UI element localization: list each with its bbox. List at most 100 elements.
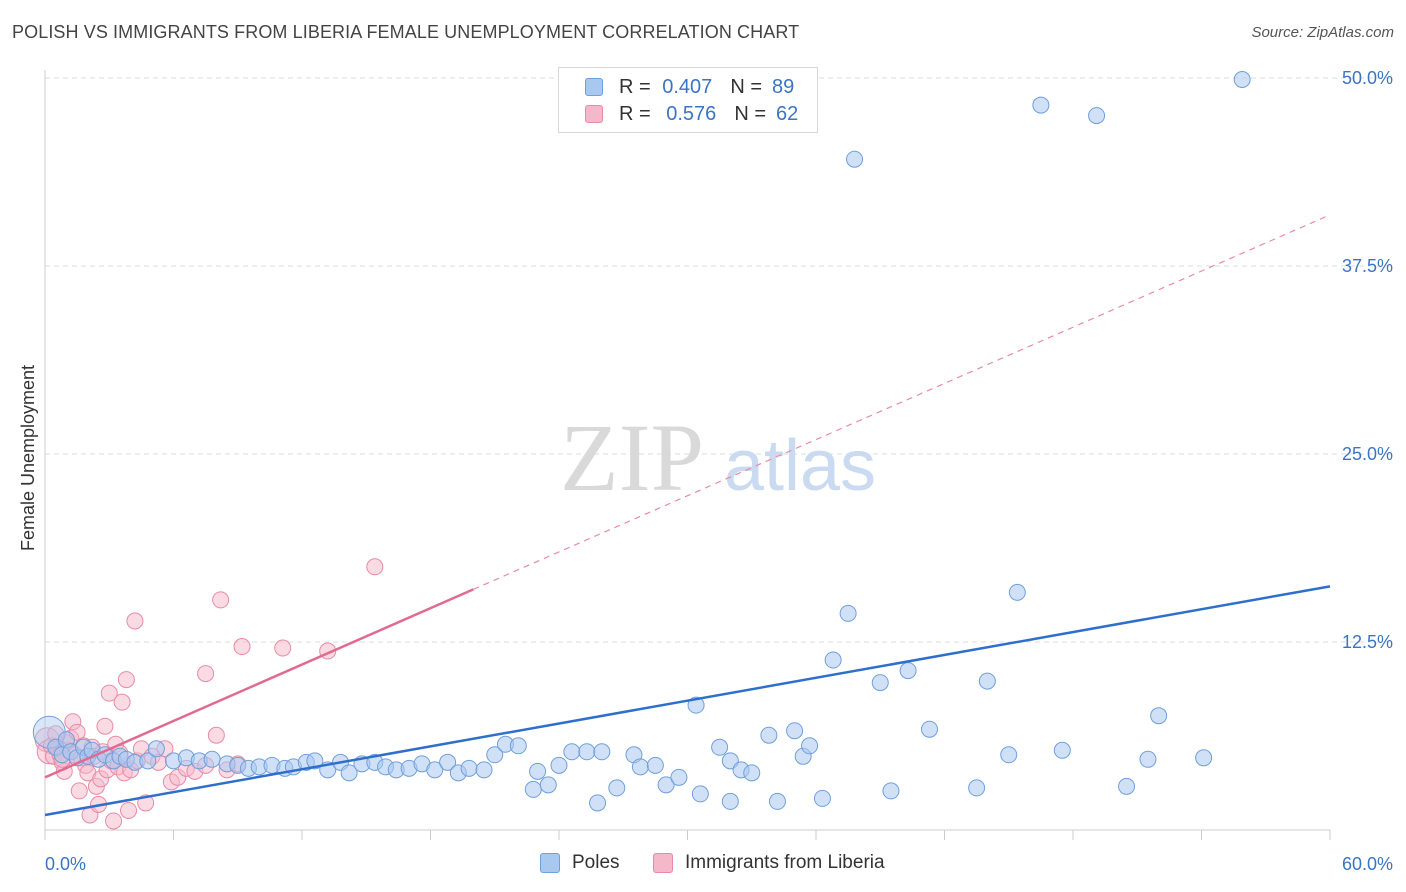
poles-point (631, 758, 649, 776)
poles-point (711, 738, 729, 756)
liberia-point (274, 639, 292, 657)
poles-point (1053, 741, 1071, 759)
poles-point (147, 740, 165, 758)
watermark-zip: ZIP (560, 404, 704, 511)
y-axis-label: Female Unemployment (18, 365, 38, 551)
liberia-point (366, 558, 384, 576)
poles-point (439, 753, 457, 771)
liberia-trend-line (44, 588, 474, 779)
poles-point (978, 672, 996, 690)
poles-point (1118, 777, 1136, 795)
poles-point (871, 674, 889, 692)
poles-point (670, 768, 688, 786)
poles-point (968, 779, 986, 797)
poles-point (1000, 746, 1018, 764)
liberia-r-value: 0.576 (666, 102, 717, 125)
liberia-point (126, 612, 144, 630)
legend-item-poles: Poles (540, 852, 620, 874)
liberia-point (96, 717, 114, 735)
poles-point (813, 789, 831, 807)
poles-point (768, 792, 786, 810)
source-label: Source: ZipAtlas.com (1251, 24, 1394, 41)
poles-point (593, 743, 611, 761)
trend-lines (44, 214, 1331, 817)
liberia-point (117, 671, 135, 689)
poles-point (760, 726, 778, 744)
poles-point (786, 722, 804, 740)
poles-point (657, 776, 675, 794)
poles-point (721, 792, 739, 810)
poles-point (203, 750, 221, 768)
poles-point (899, 662, 917, 680)
liberia-point (207, 726, 225, 744)
y-tick-labels: 12.5% 25.0% 37.5% 50.0% (1342, 68, 1393, 652)
legend-liberia-label: Immigrants from Liberia (685, 852, 885, 873)
liberia-n-label: N = (734, 102, 766, 125)
x-tick-labels: 0.0% 60.0% (45, 854, 1393, 874)
correlation-legend: R = 0.407 N = 89 R = 0.576 N = 62 (558, 67, 818, 133)
poles-point (529, 762, 547, 780)
legend-poles-swatch (540, 853, 560, 873)
liberia-point (113, 693, 131, 711)
poles-point (306, 752, 324, 770)
poles-point (340, 764, 358, 782)
poles-point (589, 794, 607, 812)
poles-point (743, 764, 761, 782)
liberia-point (233, 638, 251, 656)
liberia-point (120, 801, 138, 819)
poles-point (1008, 583, 1026, 601)
poles-point (578, 743, 596, 761)
poles-trend-line (44, 585, 1331, 817)
poles-point (524, 780, 542, 798)
y-tick-label: 25.0% (1342, 444, 1393, 464)
poles-point (475, 761, 493, 779)
legend-liberia-swatch (653, 853, 673, 873)
poles-point (1150, 707, 1168, 725)
poles-point (563, 743, 581, 761)
poles-point (1088, 107, 1106, 125)
watermark-atlas: atlas (724, 426, 876, 506)
legend-row-poles: R = 0.407 N = 89 (585, 74, 794, 100)
liberia-swatch (585, 105, 603, 123)
liberia-trend-extension (473, 214, 1331, 590)
poles-point (460, 759, 478, 777)
grid (45, 77, 1392, 643)
poles-r-label: R = (619, 75, 651, 98)
x-tick-label-max: 60.0% (1342, 854, 1393, 874)
liberia-r-label: R = (619, 102, 651, 125)
liberia-n-value: 62 (776, 102, 799, 125)
axes (44, 70, 1331, 840)
series-legend: Poles Immigrants from Liberia (0, 852, 1406, 878)
liberia-point (105, 812, 123, 830)
poles-point (801, 737, 819, 755)
poles-n-label: N = (730, 75, 762, 98)
poles-point (550, 756, 568, 774)
poles-point (509, 737, 527, 755)
poles-point (1139, 750, 1157, 768)
poles-point (139, 752, 157, 770)
poles-point (486, 746, 504, 764)
liberia-point (197, 665, 215, 683)
poles-point (839, 604, 857, 622)
watermark: ZIP atlas (560, 404, 876, 511)
series-liberia-points (34, 558, 384, 830)
poles-n-value: 89 (772, 75, 795, 98)
chart-title: POLISH VS IMMIGRANTS FROM LIBERIA FEMALE… (12, 22, 800, 42)
liberia-point (212, 591, 230, 609)
poles-point (921, 720, 939, 738)
series-poles-points (32, 71, 1251, 812)
legend-poles-label: Poles (572, 852, 620, 873)
y-tick-label: 12.5% (1342, 632, 1393, 652)
y-tick-label: 37.5% (1342, 256, 1393, 276)
poles-r-value: 0.407 (662, 75, 713, 98)
poles-point (539, 776, 557, 794)
poles-point (426, 761, 444, 779)
liberia-point (70, 782, 88, 800)
poles-point (687, 696, 705, 714)
poles-point (608, 779, 626, 797)
poles-point (882, 782, 900, 800)
poles-swatch (585, 78, 603, 96)
poles-point (691, 785, 709, 803)
legend-row-liberia: R = 0.576 N = 62 (585, 101, 798, 127)
